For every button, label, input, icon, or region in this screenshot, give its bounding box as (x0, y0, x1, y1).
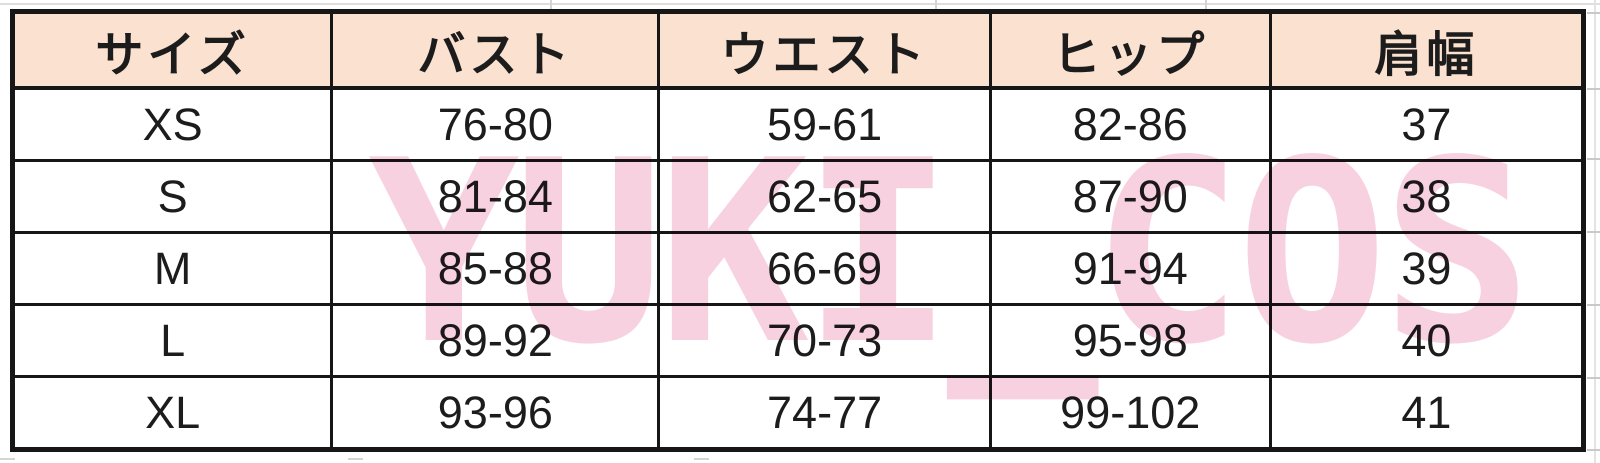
cell-bust: 85-88 (330, 231, 661, 306)
cell-bust: 81-84 (330, 159, 661, 234)
column-header-hip: ヒップ (988, 10, 1272, 90)
row-label-size: S (10, 159, 334, 234)
size-chart-table: サイズ バスト ウエスト ヒップ 肩幅 XS 76-80 59-61 82-86… (10, 9, 1586, 452)
gridline-dash-bottom-1 (0, 458, 15, 460)
cell-shoulder: 38 (1268, 159, 1586, 234)
cell-waist: 74-77 (657, 375, 992, 451)
gridline-dash-right-3 (1587, 158, 1600, 160)
gridline-stub-top-3 (1205, 0, 1207, 9)
gridline-dash-right-7 (1587, 449, 1600, 451)
cell-hip: 99-102 (988, 375, 1272, 451)
cell-shoulder: 41 (1268, 375, 1586, 451)
cell-bust: 76-80 (330, 86, 661, 162)
table-row-l: L 89-92 70-73 95-98 40 (10, 303, 1586, 378)
row-label-size: XS (10, 86, 334, 162)
gridline-dash-right-5 (1587, 304, 1600, 306)
gridline-dash-right-1 (1587, 12, 1600, 14)
gridline-dash-right-4 (1587, 231, 1600, 233)
cell-waist: 66-69 (657, 231, 992, 306)
gridline-top (0, 3, 1600, 5)
table-row-s: S 81-84 62-65 87-90 38 (10, 159, 1586, 234)
row-label-size: XL (10, 375, 334, 451)
cell-hip: 87-90 (988, 159, 1272, 234)
cell-bust: 89-92 (330, 303, 661, 378)
table-row-xl: XL 93-96 74-77 99-102 41 (10, 375, 1586, 451)
cell-shoulder: 40 (1268, 303, 1586, 378)
row-label-size: M (10, 231, 334, 306)
gridline-dash-right-2 (1587, 88, 1600, 90)
gridline-dash-right-6 (1587, 377, 1600, 379)
cell-waist: 59-61 (657, 86, 992, 162)
column-header-waist: ウエスト (657, 10, 992, 90)
cell-hip: 95-98 (988, 303, 1272, 378)
gridline-dash-bottom-3 (694, 458, 709, 460)
header-row: サイズ バスト ウエスト ヒップ 肩幅 (10, 10, 1586, 90)
column-header-size: サイズ (10, 10, 334, 90)
table-row-m: M 85-88 66-69 91-94 39 (10, 231, 1586, 306)
column-header-bust: バスト (330, 10, 661, 90)
cell-shoulder: 37 (1268, 86, 1586, 162)
cell-hip: 82-86 (988, 86, 1272, 162)
gridline-dash-bottom-2 (348, 458, 363, 460)
cell-bust: 93-96 (330, 375, 661, 451)
gridline-stub-top-1 (550, 0, 552, 9)
cell-shoulder: 39 (1268, 231, 1586, 306)
gridline-stub-top-2 (935, 0, 937, 9)
column-header-shoulder: 肩幅 (1268, 10, 1586, 90)
table-row-xs: XS 76-80 59-61 82-86 37 (10, 86, 1586, 162)
cell-waist: 70-73 (657, 303, 992, 378)
cell-hip: 91-94 (988, 231, 1272, 306)
cell-waist: 62-65 (657, 159, 992, 234)
row-label-size: L (10, 303, 334, 378)
